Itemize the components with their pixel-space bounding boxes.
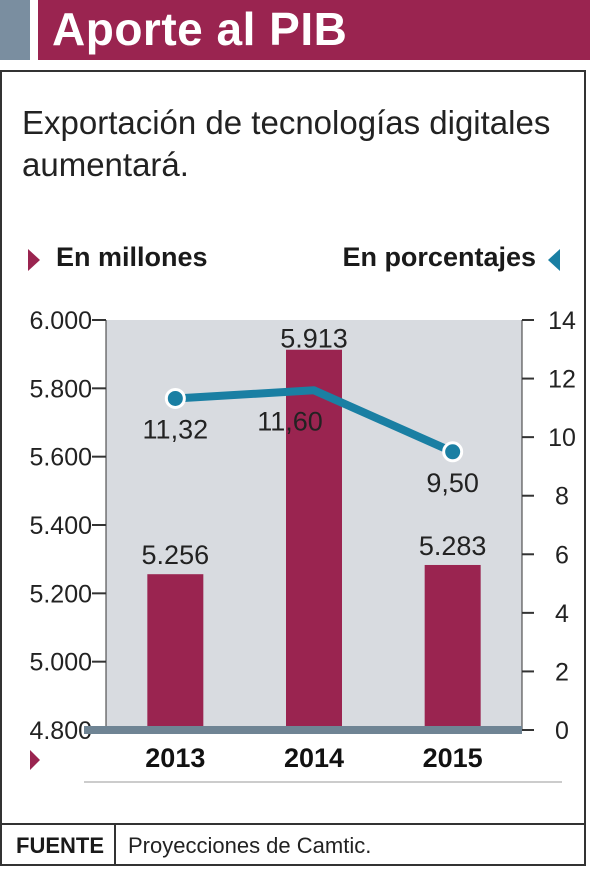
left-tick-label: 5.800 xyxy=(29,375,92,403)
source-divider xyxy=(114,825,116,866)
left-tick-label: 5.000 xyxy=(29,649,92,677)
bar-2014 xyxy=(286,349,342,730)
bar-value-label-2013: 5.256 xyxy=(142,540,210,570)
x-axis-marker-icon xyxy=(30,750,40,770)
line-point-2013 xyxy=(164,387,186,409)
line-value-label-2015: 9,50 xyxy=(426,468,479,498)
right-tick-label: 0 xyxy=(555,717,569,745)
source-text: Proyecciones de Camtic. xyxy=(128,833,372,858)
right-tick-label: 14 xyxy=(548,307,576,335)
line-value-label-2013: 11,32 xyxy=(143,414,209,444)
bar-2015 xyxy=(424,564,481,730)
x-tick-label-2014: 2014 xyxy=(284,743,344,773)
line-value-label-2014: 11,60 xyxy=(257,406,323,436)
left-tick-label: 5.200 xyxy=(29,580,92,608)
combo-chart: 4.800 5.000 5.200 5.400 5.600 5.800 6.000 0 2 4 6 8… xyxy=(29,307,576,783)
source-rule xyxy=(0,823,586,825)
chart-subtitle: Exportación de tecnologías digitales aum… xyxy=(22,104,551,183)
header-title: Aporte al PIB xyxy=(52,3,348,55)
right-tick-label: 4 xyxy=(555,600,569,628)
x-tick-label-2015: 2015 xyxy=(423,743,483,773)
source-label: FUENTE xyxy=(16,833,104,858)
chart-frame xyxy=(0,70,586,866)
bar-value-label-2014: 5.913 xyxy=(280,324,348,354)
left-axis-title: En millones xyxy=(56,242,208,272)
baseline xyxy=(84,726,522,734)
bar-2013 xyxy=(147,574,204,730)
right-tick-label: 12 xyxy=(548,366,576,394)
left-tick-label: 6.000 xyxy=(29,307,92,335)
right-tick-label: 6 xyxy=(555,541,569,569)
right-tick-label: 8 xyxy=(555,483,569,511)
right-axis-marker-icon xyxy=(548,249,560,271)
bar-value-label-2015: 5.283 xyxy=(419,531,487,561)
right-tick-label: 2 xyxy=(555,658,569,686)
left-axis-marker-icon xyxy=(28,249,40,271)
header-band xyxy=(38,0,590,60)
left-tick-label: 5.600 xyxy=(29,444,92,472)
x-tick-label-2013: 2013 xyxy=(145,743,205,773)
left-tick-label: 5.400 xyxy=(29,512,92,540)
left-tick-label: 4.800 xyxy=(29,717,92,745)
header-accent xyxy=(0,0,30,60)
right-axis-title: En porcentajes xyxy=(342,242,536,272)
right-tick-label: 10 xyxy=(548,424,576,452)
line-point-2015 xyxy=(442,441,464,463)
percent-line xyxy=(171,386,457,456)
